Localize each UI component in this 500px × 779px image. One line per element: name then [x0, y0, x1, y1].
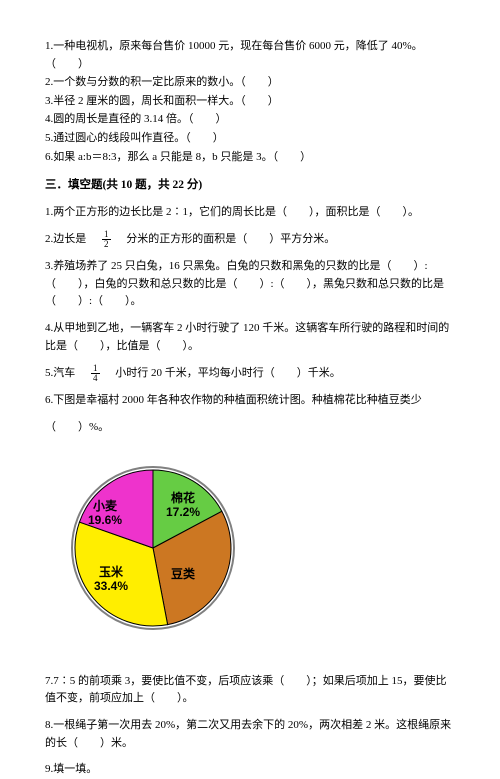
- slice-label: 小麦: [93, 498, 118, 513]
- judge-q5: 5.通过圆心的线段叫作直径。（ ）: [45, 130, 455, 148]
- fill-q7: 7.7∶5 的前项乘 3，要使比值不变，后项应该乘（ ）；如果后项加上 15，要…: [45, 673, 455, 708]
- section3-title: 三．填空题(共 10 题，共 22 分): [45, 176, 455, 194]
- slice-label: 豆类: [171, 566, 196, 581]
- slice-label: 棉花: [171, 490, 195, 505]
- fill-q8: 8.一根绳子第一次用去 20%，第二次又用去余下的 20%，两次相差 2 米。这…: [45, 717, 455, 752]
- fill-q3: 3.养殖场养了 25 只白兔，16 只黑兔。白兔的只数和黑兔的只数的比是（ ）:…: [45, 258, 455, 311]
- fill-q2-fraction: 1 2: [102, 230, 111, 249]
- judge-q4: 4.圆的周长是直径的 3.14 倍。（ ）: [45, 111, 455, 129]
- fraction-den: 2: [102, 240, 111, 249]
- judge-q1: 1.一种电视机，原来每台售价 10000 元，现在每台售价 6000 元，降低了…: [45, 38, 455, 73]
- fill-q2: 2.边长是 1 2 分米的正方形的面积是（ ）平方分米。: [45, 230, 455, 249]
- fill-q2-pre: 2.边长是: [45, 233, 97, 245]
- fill-q5-pre: 5.汽车: [45, 367, 86, 379]
- fill-q2-post: 分米的正方形的面积是（ ）平方分米。: [115, 233, 335, 245]
- slice-percent: 17.2%: [166, 505, 200, 519]
- fill-q6-line1: 6.下图是幸福村 2000 年各种农作物的种植面积统计图。种植棉花比种植豆类少: [45, 392, 455, 410]
- slice-percent: 19.6%: [88, 513, 122, 527]
- slice-percent: 33.4%: [94, 579, 128, 593]
- pie-chart-container: 棉花17.2% 豆类 玉米33.4% 小麦19.6%: [53, 448, 455, 655]
- slice-label: 玉米: [99, 564, 124, 579]
- fill-q6-line2: （ ）%。: [45, 419, 455, 437]
- pie-chart: 棉花17.2% 豆类 玉米33.4% 小麦19.6%: [53, 448, 253, 648]
- fill-q9: 9.填一填。: [45, 761, 455, 779]
- fill-q4: 4.从甲地到乙地，一辆客车 2 小时行驶了 120 千米。这辆客车所行驶的路程和…: [45, 320, 455, 355]
- fill-q5: 5.汽车 1 4 小时行 20 千米，平均每小时行（ ）千米。: [45, 364, 455, 383]
- judge-q2: 2.一个数与分数的积一定比原来的数小。（ ）: [45, 74, 455, 92]
- fill-q1: 1.两个正方形的边长比是 2∶1，它们的周长比是（ ），面积比是（ ）。: [45, 204, 455, 222]
- fill-q5-fraction: 1 4: [91, 364, 100, 383]
- judge-q3: 3.半径 2 厘米的圆，周长和面积一样大。（ ）: [45, 93, 455, 111]
- judge-q6: 6.如果 a:b＝8:3，那么 a 只能是 8，b 只能是 3。（ ）: [45, 149, 455, 167]
- fraction-den: 4: [91, 374, 100, 383]
- fill-q5-post: 小时行 20 千米，平均每小时行（ ）千米。: [104, 367, 341, 379]
